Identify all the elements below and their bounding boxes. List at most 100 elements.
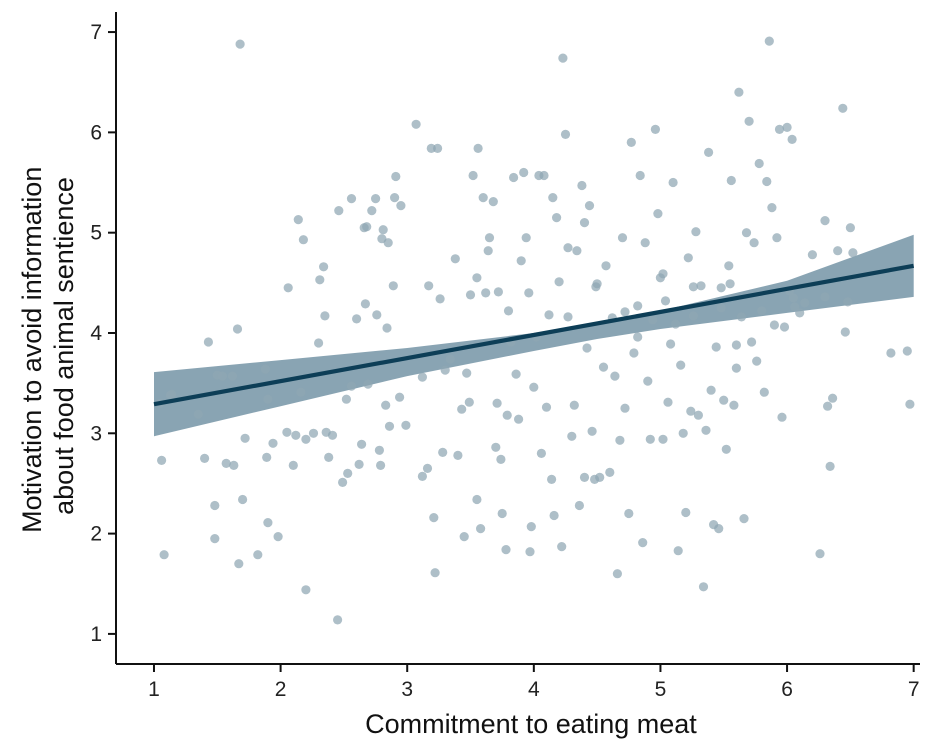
data-point-148: [617, 233, 628, 243]
data-point-104: [503, 306, 514, 316]
x-tick-label-4: 4: [528, 678, 540, 701]
data-point-110: [519, 167, 529, 178]
data-point-167: [668, 177, 678, 188]
data-point-197: [744, 116, 754, 126]
data-point-169: [673, 546, 683, 556]
data-point-254: [633, 332, 643, 342]
data-point-85: [462, 368, 472, 378]
data-point-219: [815, 549, 825, 559]
data-point-102: [501, 545, 511, 555]
data-point-151: [626, 137, 636, 147]
data-point-168: [671, 319, 681, 329]
data-point-184: [711, 342, 721, 352]
data-point-137: [587, 426, 597, 436]
data-point-72: [422, 463, 433, 473]
data-point-22: [268, 438, 278, 448]
data-point-166: [666, 339, 676, 349]
data-point-5: [200, 453, 210, 463]
data-point-156: [640, 238, 650, 248]
data-point-42: [334, 206, 344, 216]
data-point-208: [772, 233, 782, 243]
y-axis-title-line-1: Motivation to avoid information: [17, 167, 47, 533]
x-tick-label-3: 3: [401, 678, 413, 701]
data-point-240: [620, 307, 630, 317]
data-point-62: [382, 323, 392, 333]
data-point-227: [843, 297, 853, 307]
data-point-221: [823, 401, 833, 411]
data-point-112: [525, 547, 535, 557]
data-point-216: [795, 308, 805, 318]
data-point-79: [438, 447, 448, 457]
data-point-199: [749, 238, 759, 248]
data-point-77: [433, 143, 443, 153]
data-point-201: [754, 158, 764, 169]
data-point-202: [757, 306, 767, 316]
data-point-35: [315, 275, 325, 285]
data-point-191: [729, 400, 739, 410]
data-point-194: [736, 312, 747, 322]
data-point-190: [726, 175, 736, 186]
data-point-8: [210, 500, 220, 511]
data-point-155: [638, 538, 648, 548]
x-axis-title: Commitment to eating meat: [365, 709, 697, 739]
data-point-63: [384, 421, 395, 431]
data-point-209: [774, 124, 785, 134]
data-point-230: [902, 346, 912, 356]
data-point-147: [615, 435, 625, 445]
data-point-81: [450, 254, 460, 264]
data-point-86: [464, 397, 474, 407]
data-point-235: [260, 364, 270, 374]
data-point-14: [234, 559, 244, 569]
data-point-228: [845, 223, 856, 233]
regression-line: [153, 263, 915, 407]
data-point-178: [696, 281, 706, 291]
data-point-225: [838, 103, 848, 113]
data-point-99: [493, 287, 503, 297]
data-point-37: [320, 311, 330, 321]
data-point-27: [291, 430, 301, 440]
data-point-16: [238, 494, 248, 505]
data-point-32: [301, 585, 311, 595]
data-point-93: [481, 288, 491, 298]
data-point-119: [541, 402, 552, 412]
axes-layer: [108, 12, 920, 672]
data-point-97: [491, 442, 501, 452]
data-point-185: [714, 524, 724, 534]
y-tick-label-5: 5: [90, 222, 102, 245]
data-point-196: [741, 228, 752, 238]
data-point-248: [579, 218, 590, 228]
data-point-161: [653, 209, 663, 219]
data-point-21: [263, 394, 273, 404]
data-point-53: [363, 379, 373, 389]
data-point-78: [435, 294, 445, 304]
data-point-2: [157, 455, 167, 465]
data-point-140: [595, 472, 605, 482]
data-point-106: [508, 172, 519, 183]
x-tick-label-5: 5: [655, 678, 667, 701]
data-point-120: [544, 310, 554, 320]
data-point-65: [390, 193, 400, 203]
data-point-60: [378, 225, 388, 235]
data-point-57: [374, 445, 384, 455]
data-point-205: [764, 36, 774, 46]
data-point-207: [769, 320, 780, 330]
data-point-142: [601, 261, 611, 271]
data-point-51: [360, 299, 370, 309]
data-point-4: [193, 409, 203, 419]
data-point-54: [367, 206, 377, 216]
data-point-173: [683, 253, 693, 263]
data-point-40: [327, 430, 338, 440]
data-point-243: [716, 303, 726, 313]
data-point-171: [678, 428, 688, 438]
data-point-150: [624, 508, 634, 519]
data-point-250: [472, 273, 482, 283]
data-point-41: [333, 615, 343, 625]
data-point-20: [263, 518, 273, 528]
data-point-229: [886, 348, 896, 358]
data-point-127: [560, 129, 571, 139]
data-point-249: [548, 193, 558, 203]
data-point-222: [825, 461, 835, 471]
data-points-layer: [155, 36, 915, 625]
data-point-157: [643, 376, 653, 386]
data-point-87: [465, 290, 476, 300]
